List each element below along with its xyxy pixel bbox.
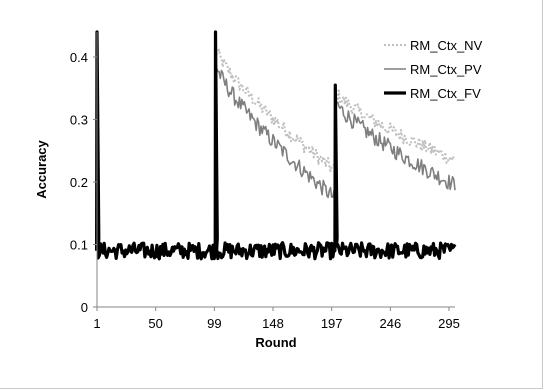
y-tick-label: 0.4: [70, 50, 88, 65]
legend-label: RM_Ctx_FV: [410, 86, 481, 101]
series-line-rm-ctx-pv: [334, 97, 456, 191]
x-tick-label: 50: [148, 316, 162, 331]
y-tick-label: 0.1: [70, 238, 88, 253]
x-tick-label: 99: [207, 316, 221, 331]
y-tick-label: 0.2: [70, 175, 88, 190]
axes-layer: 0 0.1 0.2 0.3 0.4 1 50 99 148 197 246 295: [70, 32, 460, 331]
y-axis-title: Accuracy: [34, 139, 49, 198]
x-tick-label: 197: [321, 316, 343, 331]
series-line-rm-ctx-pv: [214, 65, 335, 199]
series-line-rm-ctx-nv: [214, 45, 335, 172]
legend-label: RM_Ctx_PV: [410, 62, 482, 77]
x-tick-label: 246: [379, 316, 401, 331]
legend: RM_Ctx_NV RM_Ctx_PV RM_Ctx_FV: [384, 38, 483, 101]
legend-label: RM_Ctx_NV: [410, 38, 483, 53]
x-tick-label: 1: [93, 316, 100, 331]
x-axis-title: Round: [255, 335, 296, 350]
series-line-rm-ctx-nv: [334, 89, 456, 164]
y-tick-label: 0: [81, 300, 88, 315]
x-tick-label: 148: [262, 316, 284, 331]
y-tick-label: 0.3: [70, 113, 88, 128]
x-tick-label: 295: [438, 316, 460, 331]
series-layer: [95, 30, 457, 261]
series-line-rm-ctx-fv: [95, 30, 457, 261]
